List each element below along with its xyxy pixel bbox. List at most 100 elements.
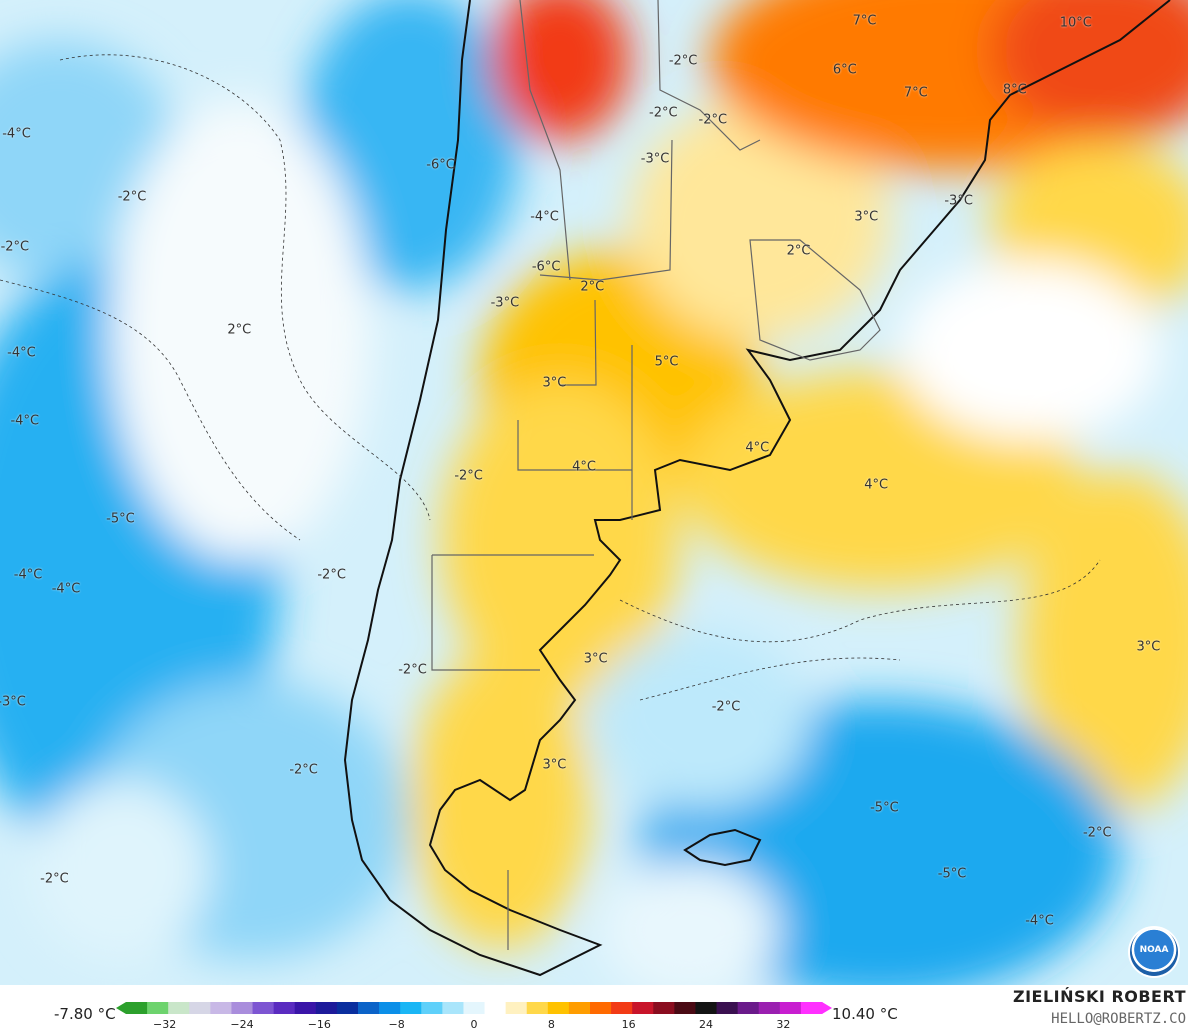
- temperature-label: 5°C: [654, 354, 679, 370]
- temperature-field: [0, 0, 1188, 985]
- colorbar-cell: [653, 1002, 675, 1014]
- temperature-label: -4°C: [530, 209, 559, 225]
- colorbar-cell: [611, 1002, 633, 1014]
- temperature-label: -2°C: [711, 699, 741, 715]
- temperature-label: 3°C: [854, 209, 879, 225]
- colorbar-cell: [737, 1002, 760, 1014]
- noaa-logo: NOAA: [1130, 928, 1178, 976]
- temperature-label: -6°C: [531, 259, 561, 275]
- falkland-islands: [683, 828, 762, 867]
- colorbar-cell: [674, 1002, 696, 1014]
- colorbar-tick-label: −24: [230, 1018, 254, 1031]
- colorbar-tick-label: 24: [699, 1018, 713, 1031]
- temperature-label: -2°C: [649, 105, 678, 121]
- colorbar-tick-label: 8: [547, 1018, 555, 1031]
- colorbar-cell: [231, 1002, 254, 1014]
- colorbar-cell: [547, 1002, 570, 1014]
- colorbar-cell: [632, 1002, 654, 1014]
- colorbar-max-arrow: [822, 1002, 832, 1014]
- temperature-label: 4°C: [745, 440, 770, 456]
- temperature-label: 3°C: [1136, 639, 1161, 655]
- colorbar-tick-label: 16: [621, 1018, 636, 1031]
- colorbar-tick-label: −32: [153, 1018, 177, 1031]
- colorbar-cell: [210, 1002, 232, 1014]
- temperature-label: -2°C: [0, 239, 30, 255]
- colorbar-cell: [273, 1002, 296, 1014]
- temperature-label: -2°C: [454, 468, 483, 484]
- temperature-label: -3°C: [490, 295, 520, 311]
- temperature-label: -2°C: [1082, 825, 1112, 841]
- temperature-label: -4°C: [13, 567, 43, 583]
- author-name: ZIELIŃSKI ROBERT: [1012, 987, 1186, 1006]
- map-canvas: [0, 0, 1188, 985]
- temperature-label: -6°C: [426, 157, 455, 173]
- contour-lines: [0, 54, 1101, 701]
- temperature-label: 10°C: [1059, 15, 1092, 31]
- colorbar-cell: [463, 1002, 486, 1014]
- temperature-label: 7°C: [852, 13, 877, 29]
- temperature-label: -2°C: [117, 189, 147, 205]
- political-borders: [431, 0, 881, 950]
- colorbar-cell: [358, 1002, 380, 1014]
- temperature-label: 2°C: [580, 279, 605, 295]
- temperature-label: -3°C: [944, 193, 973, 209]
- author-contact: HELLO@ROBERTZ.CO: [1051, 1011, 1186, 1027]
- colorbar-cell: [779, 1002, 802, 1014]
- temperature-label: -4°C: [2, 126, 31, 142]
- temperature-label: 8°C: [1002, 82, 1027, 98]
- noaa-logo-text: NOAA: [1139, 945, 1169, 955]
- colorbar-cell: [336, 1002, 359, 1014]
- colorbar-cell: [400, 1002, 422, 1014]
- temperature-label: -2°C: [668, 53, 698, 69]
- colorbar-min-arrow: [116, 1002, 126, 1014]
- colorbar-cell: [189, 1002, 211, 1014]
- colorbar-tick-label: −16: [307, 1018, 331, 1031]
- colorbar-cell: [505, 1002, 528, 1014]
- temperature-label: 7°C: [903, 85, 928, 101]
- temperature-label: -5°C: [106, 511, 135, 527]
- temperature-label: -3°C: [640, 151, 670, 167]
- colorbar-cell: [126, 1002, 148, 1014]
- colorbar-max-label: 10.40 °C: [832, 1005, 898, 1023]
- colorbar-cell: [695, 1002, 718, 1014]
- temperature-label: 4°C: [864, 477, 889, 493]
- colorbar-cell: [147, 1002, 169, 1014]
- temperature-label: -4°C: [1025, 913, 1054, 929]
- temperature-label: 3°C: [583, 651, 608, 667]
- colorbar-cell: [484, 1002, 507, 1014]
- temperature-label: -2°C: [40, 871, 69, 887]
- colorbar: [116, 1002, 832, 1014]
- temperature-label: -4°C: [10, 413, 40, 429]
- temperature-label: -3°C: [0, 694, 26, 710]
- colorbar-cell: [758, 1002, 781, 1014]
- temperature-label: 3°C: [542, 375, 567, 391]
- colorbar-cell: [315, 1002, 338, 1014]
- colorbar-cell: [526, 1002, 549, 1014]
- temperature-label: -2°C: [398, 662, 427, 678]
- colorbar-cell: [800, 1002, 823, 1014]
- colorbar-cell: [716, 1002, 739, 1014]
- temperature-label: -2°C: [317, 567, 346, 583]
- coastline: [343, 0, 1171, 977]
- colorbar-cell: [294, 1002, 317, 1014]
- legend-footer: -7.80 °C −32 −24 −16 −8 0 8 16 24 32 10.40 °C ZI…: [0, 985, 1188, 1035]
- temperature-label: -4°C: [51, 581, 81, 597]
- temperature-label: -5°C: [937, 866, 967, 882]
- colorbar-tick-label: 0: [470, 1018, 478, 1031]
- colorbar-min-label: -7.80 °C: [54, 1005, 116, 1023]
- temperature-anomaly-map: -2°C -2°C -2°C -3°C -4°C -6°C 2°C -3°C 3°C 5°C 4°C…: [0, 0, 1188, 985]
- temperature-label: -5°C: [870, 800, 899, 816]
- temperature-label: 3°C: [542, 757, 567, 773]
- colorbar-cell: [442, 1002, 464, 1014]
- temperature-label: -2°C: [289, 762, 318, 778]
- temperature-label: 6°C: [832, 62, 857, 78]
- colorbar-cell: [568, 1002, 591, 1014]
- colorbar-tick-label: 32: [776, 1018, 791, 1031]
- temperature-label: 4°C: [572, 459, 597, 475]
- colorbar-cell: [168, 1002, 190, 1014]
- colorbar-tick-label: −8: [388, 1018, 405, 1031]
- colorbar-cell: [379, 1002, 401, 1014]
- temperature-label: 2°C: [227, 322, 252, 338]
- colorbar-cell: [590, 1002, 612, 1014]
- colorbar-cell: [421, 1002, 443, 1014]
